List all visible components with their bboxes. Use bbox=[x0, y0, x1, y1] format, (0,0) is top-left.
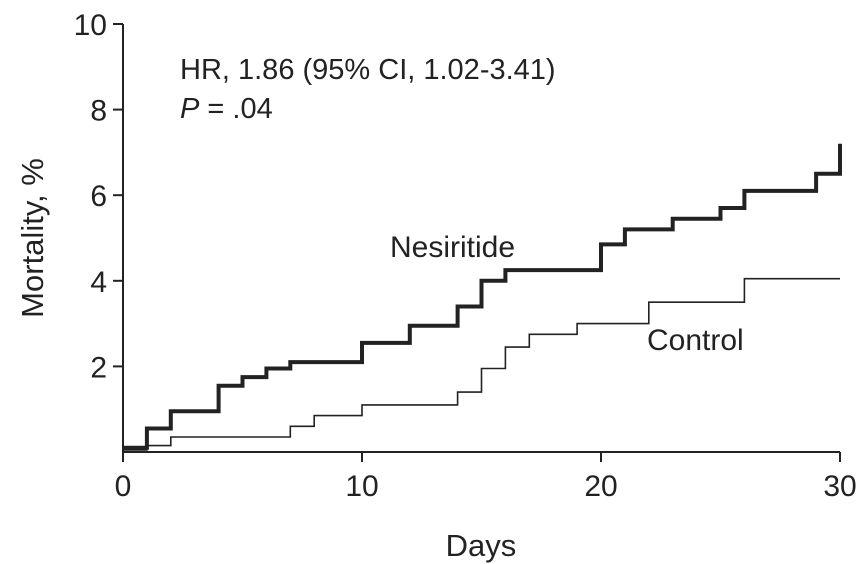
y-tick-label: 4 bbox=[90, 266, 107, 299]
y-tick-label: 8 bbox=[90, 95, 107, 128]
p-value-annotation: P = .04 bbox=[180, 93, 273, 125]
p-value-text: = .04 bbox=[199, 93, 272, 125]
x-tick-label: 20 bbox=[584, 470, 617, 503]
hazard-ratio-annotation: HR, 1.86 (95% CI, 1.02-3.41) bbox=[180, 54, 556, 86]
series-line-control bbox=[123, 277, 840, 451]
series-line-nesiritide bbox=[123, 143, 842, 450]
y-tick-label: 2 bbox=[90, 351, 107, 384]
y-tick-label: 6 bbox=[90, 180, 107, 213]
series-label-control: Control bbox=[647, 324, 744, 357]
series-label-nesiritide: Nesiritide bbox=[390, 231, 515, 264]
y-axis-title: Mortality, % bbox=[15, 158, 50, 318]
x-tick-label: 0 bbox=[115, 470, 132, 503]
series-layer bbox=[123, 143, 842, 451]
y-tick-label: 10 bbox=[74, 9, 107, 42]
x-tick-label: 10 bbox=[345, 470, 378, 503]
tick-layer: 2 4 6 8 10 0 10 20 30 bbox=[74, 9, 857, 503]
p-value-symbol: P bbox=[180, 93, 200, 125]
plot-area: 2 4 6 8 10 0 10 20 30 bbox=[74, 9, 857, 503]
x-tick-label: 30 bbox=[823, 470, 856, 503]
x-axis-title: Days bbox=[446, 528, 517, 563]
